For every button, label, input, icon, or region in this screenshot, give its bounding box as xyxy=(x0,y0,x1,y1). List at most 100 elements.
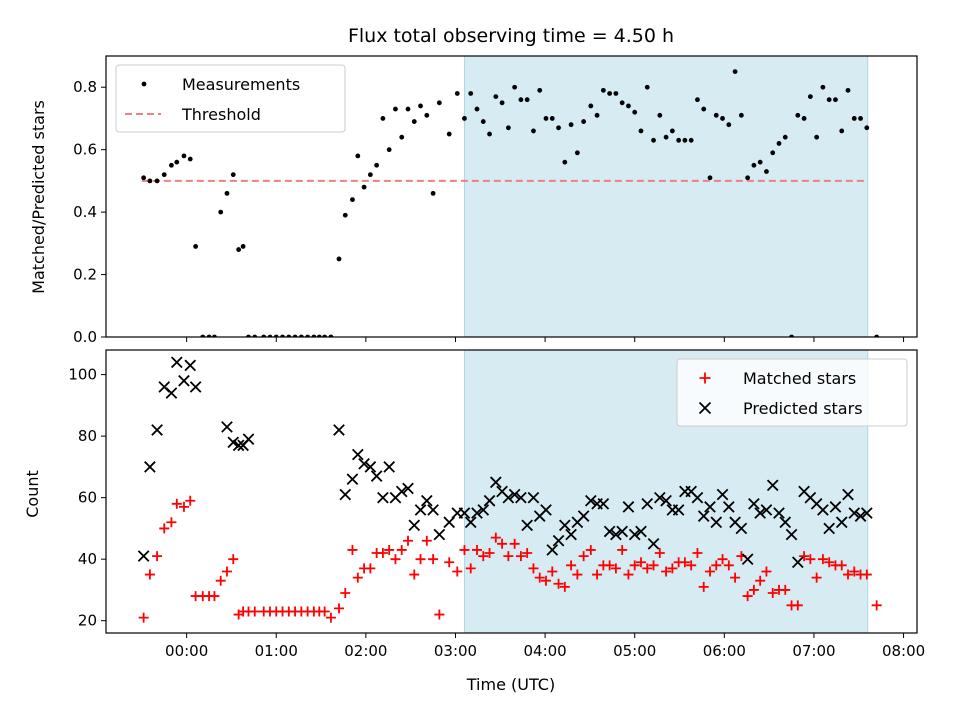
top-measurement-point xyxy=(154,178,160,184)
top-measurement-point xyxy=(738,112,744,118)
bottom-predicted-point xyxy=(628,528,641,541)
bottom-predicted-point xyxy=(515,491,527,504)
top-axes-frame xyxy=(105,55,918,338)
bottom-matched-point xyxy=(592,569,603,580)
bottom-panel: 20 40 60 80 100 00:00 01:00 02:00 03:00 04:00 05:0… xyxy=(68,349,925,660)
bottom-predicted-point xyxy=(527,491,540,504)
bottom-predicted-point xyxy=(766,479,779,492)
bottom-matched-point xyxy=(509,538,520,549)
bottom-matched-point xyxy=(717,554,728,565)
top-measurement-point xyxy=(613,91,619,96)
top-measurement-point xyxy=(273,334,279,337)
bottom-predicted-point xyxy=(221,421,233,433)
top-measurement-point xyxy=(607,91,613,96)
bottom-predicted-point xyxy=(489,476,502,489)
bottom-matched-point xyxy=(178,501,189,512)
bottom-predicted-point xyxy=(748,497,760,510)
top-measurement-point xyxy=(764,169,769,174)
top-y-axis-label: Matched/Predicted stars xyxy=(29,100,48,294)
bottom-matched-point xyxy=(390,554,401,565)
bottom-predicted-point xyxy=(351,448,364,461)
bottom-predicted-point xyxy=(660,494,672,507)
bottom-matched-point xyxy=(459,544,470,555)
bottom-predicted-point xyxy=(364,461,377,473)
bottom-predicted-point xyxy=(144,461,156,473)
top-measurement-point xyxy=(499,100,505,106)
bottom-matched-point xyxy=(409,569,420,580)
top-measurement-point xyxy=(424,112,430,118)
top-measurement-point xyxy=(468,91,474,96)
bottom-predicted-point xyxy=(151,424,163,436)
bottom-predicted-point xyxy=(716,488,729,501)
bottom-predicted-point xyxy=(546,544,559,556)
top-measurement-point xyxy=(405,106,411,112)
bottom-matched-point xyxy=(842,569,853,580)
bottom-predicted-point xyxy=(558,519,571,532)
bottom-predicted-point xyxy=(471,507,483,519)
bottom-predicted-point xyxy=(178,374,190,387)
top-measurement-point xyxy=(707,175,713,181)
bottom-matched-point xyxy=(667,563,678,574)
bottom-ytick-label: 40 xyxy=(78,550,97,568)
top-measurement-point xyxy=(663,134,669,140)
bottom-predicted-point xyxy=(458,507,471,519)
bottom-matched-point xyxy=(497,538,508,549)
top-measurement-point xyxy=(200,334,206,337)
bottom-predicted-point xyxy=(785,528,798,541)
top-measurement-point xyxy=(367,172,373,178)
top-measurement-point xyxy=(505,125,511,131)
top-measurement-point xyxy=(820,84,826,90)
bottom-matched-point xyxy=(490,532,501,543)
top-measurement-point xyxy=(682,137,688,143)
bottom-predicted-point xyxy=(735,522,748,535)
top-measurement-point xyxy=(556,125,561,131)
bottom-predicted-point xyxy=(635,525,647,538)
top-measurement-point xyxy=(328,334,334,337)
bottom-matched-point xyxy=(377,548,388,559)
bottom-matched-point xyxy=(553,578,564,589)
bottom-matched-point xyxy=(623,569,634,580)
bottom-matched-point xyxy=(748,584,759,595)
bottom-xtick-label: 08:00 xyxy=(882,642,925,660)
top-measurement-point xyxy=(770,150,776,156)
bottom-matched-point xyxy=(742,591,753,602)
top-measurement-point xyxy=(568,122,574,128)
bottom-matched-point xyxy=(152,551,163,562)
top-measurement-point xyxy=(549,116,555,121)
bottom-predicted-point xyxy=(577,510,590,522)
bottom-matched-point xyxy=(730,572,741,583)
bottom-xtick-label: 06:00 xyxy=(703,642,746,660)
bottom-matched-point xyxy=(572,569,583,580)
bottom-predicted-point xyxy=(552,534,565,547)
top-measurement-point xyxy=(474,106,480,112)
top-measurement-point xyxy=(230,172,236,178)
bottom-predicted-point xyxy=(333,424,345,436)
top-measurement-point xyxy=(430,190,436,196)
top-measurement-point xyxy=(322,334,328,337)
top-plot-area xyxy=(141,69,880,337)
bottom-ytick-label: 100 xyxy=(68,366,97,384)
top-measurement-point xyxy=(757,159,763,165)
bottom-predicted-point xyxy=(754,507,767,519)
top-legend: Measurements Threshold xyxy=(115,64,346,133)
bottom-matched-point xyxy=(711,560,722,571)
bottom-predicted-point xyxy=(242,433,255,446)
bottom-matched-point xyxy=(566,560,577,571)
bottom-legend-box xyxy=(676,358,908,427)
bottom-predicted-point xyxy=(370,470,383,482)
top-measurement-point xyxy=(807,94,813,99)
top-measurement-point xyxy=(588,103,594,109)
bottom-predicted-point xyxy=(170,356,183,369)
top-measurement-point xyxy=(701,106,707,112)
top-measurement-point xyxy=(311,334,317,337)
top-measurement-point xyxy=(212,334,217,337)
top-measurement-point xyxy=(141,175,147,181)
top-ytick-label: 0.2 xyxy=(73,266,97,284)
bottom-matched-point xyxy=(221,566,232,577)
bottom-predicted-point xyxy=(704,501,716,513)
top-measurement-point xyxy=(161,172,167,178)
bottom-matched-point xyxy=(434,609,445,620)
bottom-predicted-point xyxy=(427,504,439,516)
top-measurement-point xyxy=(713,112,719,118)
